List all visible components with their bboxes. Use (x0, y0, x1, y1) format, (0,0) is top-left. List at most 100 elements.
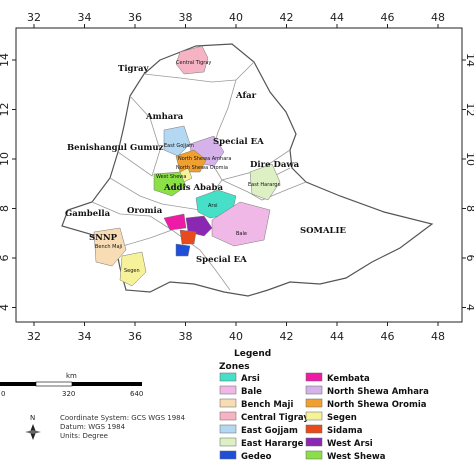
legend-item-label: Segen (327, 413, 357, 423)
zone-east-hararge (249, 163, 281, 201)
y-tick-label-right: 10 (464, 152, 474, 166)
region-label-snnp: SNNP (89, 233, 118, 243)
legend-swatch (219, 450, 237, 460)
region-label-afar: Afar (235, 91, 257, 101)
region-label-special-ea-north: Special EA (213, 137, 264, 147)
legend-items: Arsi Kembata Bale North Shewa Amhara Bench M… (219, 372, 429, 462)
legend-swatch (305, 450, 323, 460)
x-tick-label-bottom: 38 (179, 330, 193, 343)
y-tick-label-left: 4 (0, 304, 11, 311)
x-tick-label-top: 32 (27, 11, 41, 24)
scale-label-640: 640 (130, 390, 143, 398)
legend-swatch (305, 424, 323, 434)
x-tick-label-bottom: 40 (229, 330, 243, 343)
x-tick-label-bottom: 32 (27, 330, 41, 343)
legend-swatch (305, 411, 323, 421)
x-ticks-top: 32 34 36 38 40 42 44 46 48 (27, 11, 445, 28)
legend-subtitle: Zones (219, 362, 250, 372)
legend-item-label: Gedeo (241, 452, 272, 462)
zone-east-gojjam (163, 125, 191, 157)
x-tick-label-bottom: 48 (431, 330, 445, 343)
legend-item-label: North Shewa Amhara (327, 387, 429, 397)
scale-label-320: 320 (62, 390, 75, 398)
region-label-gambella: Gambella (65, 209, 111, 219)
x-tick-label-top: 46 (381, 11, 395, 24)
legend-item-label: Sidama (327, 426, 363, 436)
legend-item-label: West Shewa (327, 452, 386, 462)
y-tick-label-left: 10 (0, 152, 11, 166)
legend-item-label: East Hararge (241, 439, 304, 449)
legend-item-label: East Gojjam (241, 426, 298, 436)
zones (93, 45, 281, 287)
y-tick-label-left: 8 (0, 205, 11, 212)
zone-label-north-shewa-oromia: North Shewa Oromia (176, 165, 228, 171)
zone-label-east-gojjam: East Gojjam (164, 143, 194, 149)
zone-label-central-tigray: Central Tigray (176, 60, 211, 66)
zone-addis-ababa (179, 167, 193, 183)
scale-label-0: 0 (1, 390, 5, 398)
x-tick-label-top: 36 (128, 11, 142, 24)
legend-swatch (219, 437, 237, 447)
x-tick-label-top: 40 (229, 11, 243, 24)
x-tick-label-bottom: 44 (330, 330, 344, 343)
zone-kembata (163, 213, 187, 231)
x-tick-label-bottom: 46 (381, 330, 395, 343)
zone-label-east-hararge: East Hararge (248, 182, 281, 188)
legend-swatch (219, 385, 237, 395)
legend-swatch (219, 398, 237, 408)
units-text: Units: Degree (60, 432, 108, 440)
legend-item-label: North Shewa Oromia (327, 400, 427, 410)
legend-title: Legend (234, 349, 271, 359)
zone-label-bench-maji: Bench Maji (95, 244, 122, 250)
x-ticks-bottom: 32 34 36 38 40 42 44 46 48 (27, 322, 445, 343)
region-label-benishangul-gumuz: Benishangul Gumuz (67, 143, 164, 153)
x-tick-label-top: 38 (179, 11, 193, 24)
zone-north-shewa-oromia (175, 149, 207, 173)
legend-swatch (219, 424, 237, 434)
zone-central-tigray (175, 45, 209, 75)
zone-label-arsi: Arsi (208, 203, 217, 209)
legend-item-label: Bale (241, 387, 262, 397)
y-tick-label-right: 6 (464, 255, 474, 262)
legend-swatch (305, 398, 323, 408)
region-label-dire-dawa: Dire Dawa (250, 160, 300, 170)
zone-bench-maji (93, 227, 127, 267)
legend-swatch (305, 437, 323, 447)
legend-item-label: Bench Maji (241, 400, 293, 410)
legend-item-label: Kembata (327, 374, 370, 384)
region-label-oromia: Oromia (127, 206, 163, 216)
coordinate-system-text: Coordinate System: GCS WGS 1984 (60, 414, 186, 422)
y-tick-label-left: 14 (0, 53, 11, 67)
y-ticks-left: 14 12 10 8 6 4 (0, 53, 16, 311)
legend: Legend Zones Arsi Kembata Bale North Shewa … (219, 349, 429, 462)
zone-segen (119, 251, 147, 287)
legend-swatch (219, 372, 237, 382)
y-tick-label-right: 8 (464, 205, 474, 212)
y-tick-label-right: 4 (464, 304, 474, 311)
region-label-tigray: Tigray (118, 64, 149, 74)
x-tick-label-top: 34 (78, 11, 92, 24)
region-label-addis-ababa: Addis Ababa (163, 183, 223, 193)
region-labels: Tigray Afar Amhara Benishangul Gumuz Spe… (65, 64, 346, 265)
y-tick-label-right: 14 (464, 53, 474, 67)
north-label: N (30, 414, 35, 422)
x-tick-label-bottom: 36 (128, 330, 142, 343)
legend-item-label: West Arsi (327, 439, 373, 449)
zone-gedeo (175, 243, 191, 257)
zone-sidama (179, 229, 197, 245)
legend-swatch (305, 385, 323, 395)
region-label-somalie: SOMALIE (300, 226, 346, 236)
x-tick-label-bottom: 42 (280, 330, 294, 343)
north-arrow-icon: N (25, 414, 41, 440)
zone-bale (211, 201, 271, 247)
y-tick-label-left: 12 (0, 103, 11, 117)
legend-swatch (219, 411, 237, 421)
x-tick-label-bottom: 34 (78, 330, 92, 343)
map-metadata: Coordinate System: GCS WGS 1984 Datum: W… (60, 414, 186, 440)
zone-labels: Central Tigray East Gojjam North Shewa A… (95, 60, 281, 274)
zone-label-segen: Segen (124, 268, 140, 274)
y-ticks-right: 14 12 10 8 6 4 (462, 53, 474, 311)
legend-item-label: Central Tigray (241, 413, 309, 423)
x-tick-label-top: 48 (431, 11, 445, 24)
